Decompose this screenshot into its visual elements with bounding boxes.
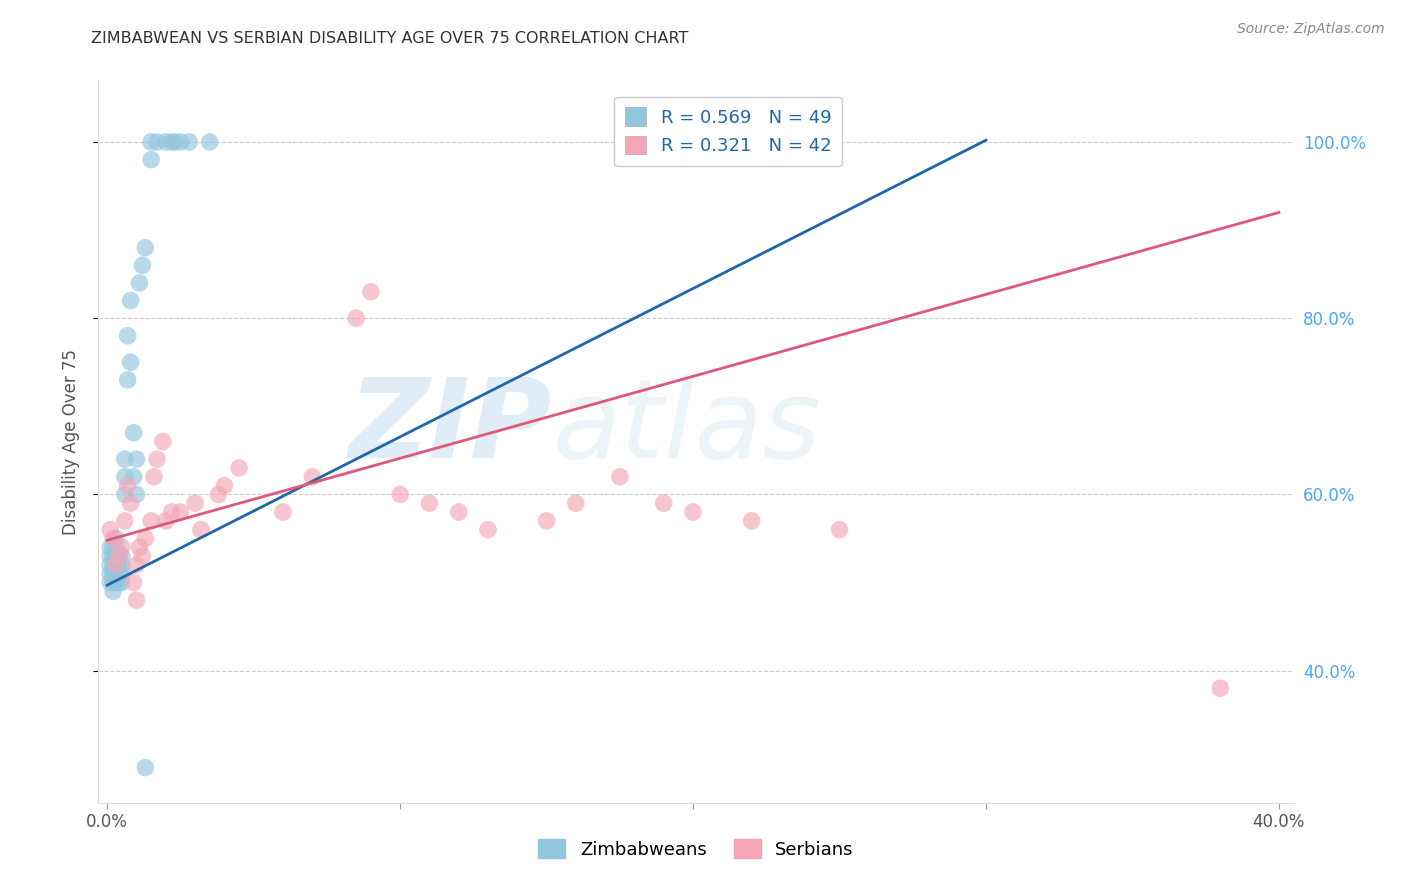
Point — [108, 575, 131, 590]
Point — [120, 293, 142, 308]
Point — [122, 470, 145, 484]
Text: ZIMBABWEAN VS SERBIAN DISABILITY AGE OVER 75 CORRELATION CHART: ZIMBABWEAN VS SERBIAN DISABILITY AGE OVE… — [91, 31, 689, 46]
Point — [101, 558, 124, 572]
Point — [101, 549, 124, 563]
Point — [143, 470, 166, 484]
Point — [125, 593, 148, 607]
Point — [105, 549, 127, 563]
Point — [190, 523, 212, 537]
Point — [214, 478, 236, 492]
Point — [98, 549, 121, 563]
Text: Source: ZipAtlas.com: Source: ZipAtlas.com — [1237, 22, 1385, 37]
Point — [114, 514, 136, 528]
Point — [101, 541, 124, 555]
Point — [122, 575, 145, 590]
Point — [114, 452, 136, 467]
Point — [120, 496, 142, 510]
Point — [111, 566, 134, 581]
Point — [141, 135, 163, 149]
Point — [169, 135, 191, 149]
Point — [682, 505, 704, 519]
Point — [828, 523, 851, 537]
Point — [111, 541, 134, 555]
Point — [117, 373, 139, 387]
Point — [125, 487, 148, 501]
Point — [122, 425, 145, 440]
Point — [652, 496, 675, 510]
Point — [160, 505, 183, 519]
Point — [163, 135, 186, 149]
Point — [128, 276, 150, 290]
Point — [125, 452, 148, 467]
Point — [169, 505, 191, 519]
Point — [152, 434, 174, 449]
Point — [155, 135, 177, 149]
Point — [146, 135, 169, 149]
Point — [101, 584, 124, 599]
Point — [184, 496, 207, 510]
Point — [101, 532, 124, 546]
Point — [207, 487, 229, 501]
Point — [98, 558, 121, 572]
Point — [447, 505, 470, 519]
Point — [131, 258, 153, 272]
Point — [536, 514, 558, 528]
Point — [146, 452, 169, 467]
Point — [108, 558, 131, 572]
Point — [609, 470, 631, 484]
Point — [108, 549, 131, 563]
Point — [360, 285, 382, 299]
Point — [111, 575, 134, 590]
Point — [301, 470, 323, 484]
Point — [131, 549, 153, 563]
Point — [101, 566, 124, 581]
Point — [114, 470, 136, 484]
Point — [98, 575, 121, 590]
Point — [108, 566, 131, 581]
Point — [98, 566, 121, 581]
Y-axis label: Disability Age Over 75: Disability Age Over 75 — [62, 349, 80, 534]
Point — [105, 532, 127, 546]
Point — [198, 135, 221, 149]
Point — [134, 760, 156, 774]
Point — [114, 487, 136, 501]
Text: ZIP: ZIP — [349, 374, 553, 481]
Point — [108, 549, 131, 563]
Point — [141, 153, 163, 167]
Point — [111, 549, 134, 563]
Point — [117, 478, 139, 492]
Point — [134, 532, 156, 546]
Legend: Zimbabweans, Serbians: Zimbabweans, Serbians — [531, 832, 860, 866]
Point — [101, 575, 124, 590]
Point — [565, 496, 588, 510]
Point — [1209, 681, 1232, 696]
Point — [128, 541, 150, 555]
Point — [105, 566, 127, 581]
Point — [105, 558, 127, 572]
Point — [111, 558, 134, 572]
Point — [105, 558, 127, 572]
Point — [117, 328, 139, 343]
Point — [105, 541, 127, 555]
Point — [418, 496, 440, 510]
Point — [389, 487, 412, 501]
Point — [228, 461, 250, 475]
Point — [179, 135, 201, 149]
Point — [141, 514, 163, 528]
Point — [344, 311, 367, 326]
Point — [120, 355, 142, 369]
Point — [271, 505, 294, 519]
Point — [98, 523, 121, 537]
Text: atlas: atlas — [553, 374, 821, 481]
Point — [125, 558, 148, 572]
Point — [160, 135, 183, 149]
Point — [741, 514, 763, 528]
Point — [134, 241, 156, 255]
Point — [477, 523, 499, 537]
Point — [155, 514, 177, 528]
Point — [98, 541, 121, 555]
Point — [105, 575, 127, 590]
